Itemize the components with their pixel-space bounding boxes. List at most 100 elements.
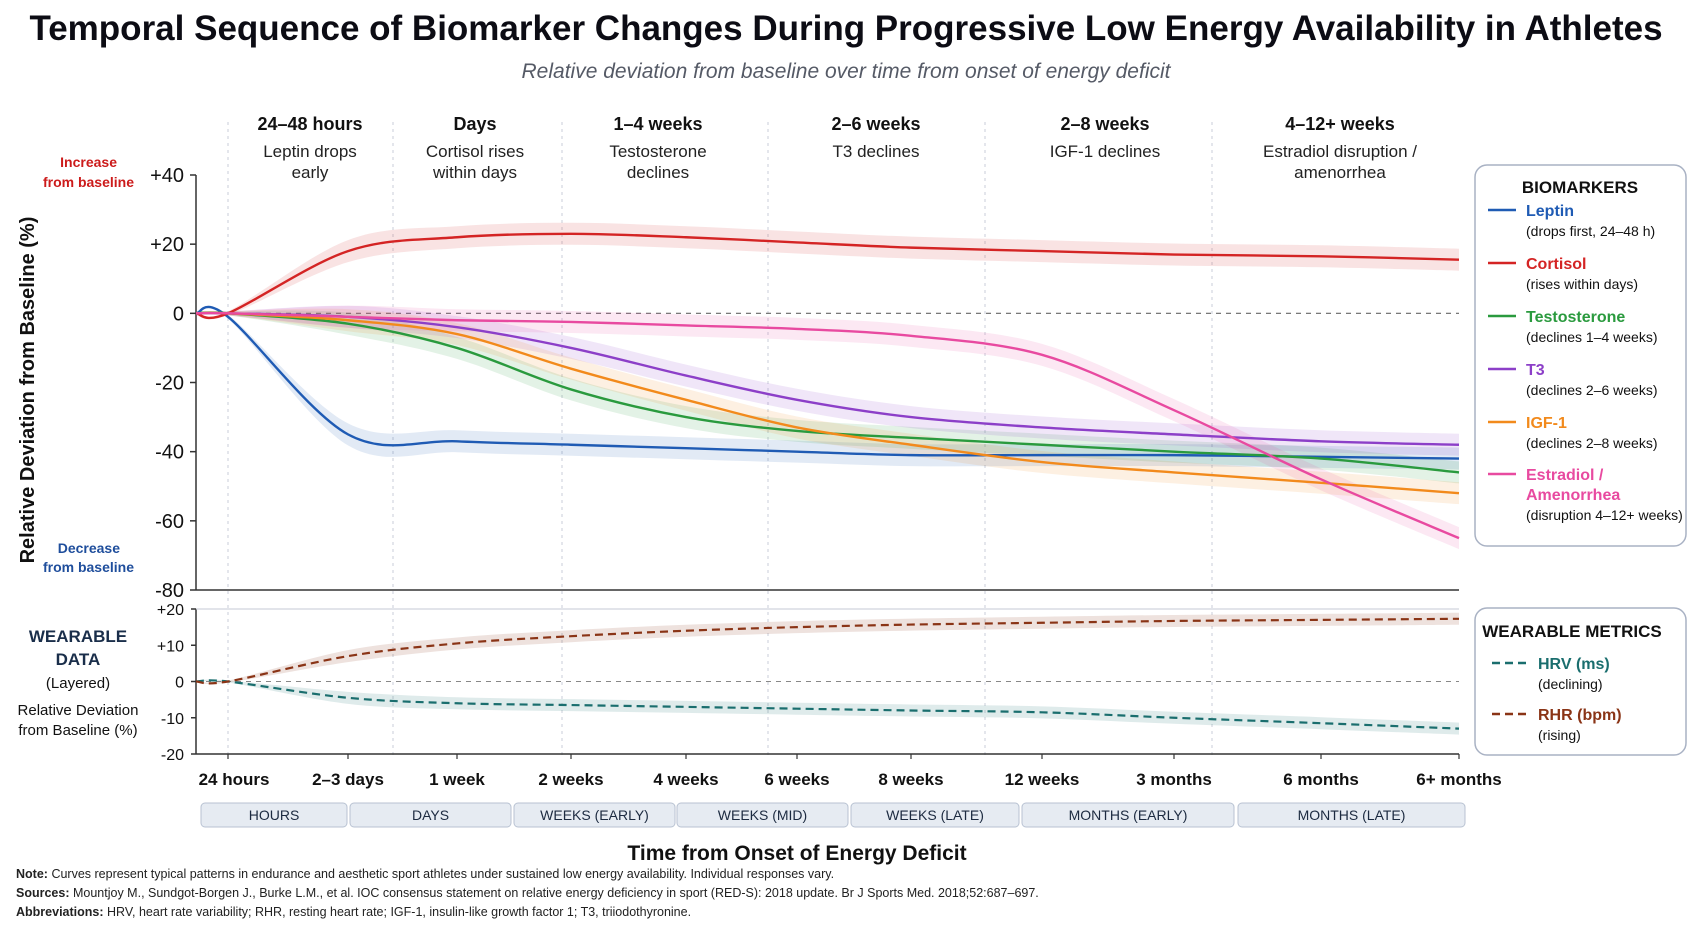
phase-desc: Estradiol disruption / bbox=[1263, 142, 1417, 161]
series-band bbox=[196, 305, 1459, 456]
note-label: Note: bbox=[16, 867, 48, 881]
series-band bbox=[196, 305, 1459, 470]
time-category-label: WEEKS (EARLY) bbox=[540, 807, 649, 823]
time-category-label: MONTHS (EARLY) bbox=[1069, 807, 1188, 823]
wear-series-line bbox=[195, 679, 1460, 730]
abbr-text: HRV, heart rate variability; RHR, restin… bbox=[107, 905, 692, 919]
note-text: Curves represent typical patterns in end… bbox=[51, 867, 835, 881]
series-line bbox=[195, 305, 1460, 460]
x-tick-label: 12 weeks bbox=[1005, 770, 1080, 789]
abbr-label: Abbreviations: bbox=[16, 905, 104, 919]
legend-item-name: Amenorrhea bbox=[1526, 487, 1620, 504]
phase-heading: 24–48 hours bbox=[257, 114, 362, 134]
y-axis-title: Relative Deviation from Baseline (%) bbox=[17, 217, 39, 564]
phase-desc: Testosterone bbox=[609, 142, 706, 161]
wear-y-tick-label: +10 bbox=[157, 638, 184, 655]
chart-title: Temporal Sequence of Biomarker Changes D… bbox=[29, 9, 1662, 48]
y-tick-label: -80 bbox=[155, 580, 184, 602]
phase-divider-lines bbox=[227, 122, 1213, 755]
phase-desc: early bbox=[292, 163, 329, 182]
increase-annotation: Increase bbox=[60, 154, 117, 170]
time-category-box bbox=[349, 802, 512, 828]
chart-subtitle: Relative deviation from baseline over ti… bbox=[522, 60, 1172, 83]
time-category-box bbox=[1021, 802, 1235, 828]
y-tick-label: +40 bbox=[150, 165, 184, 187]
wear-y-tick-label: +20 bbox=[157, 602, 184, 619]
y-tick-label: 0 bbox=[173, 303, 184, 325]
legend-item-name: Testosterone bbox=[1526, 309, 1625, 326]
series-line bbox=[195, 311, 1460, 495]
time-category-box bbox=[1237, 802, 1466, 828]
time-category-box bbox=[850, 802, 1020, 828]
phase-heading: 4–12+ weeks bbox=[1285, 114, 1395, 134]
wearable-label: WEARABLE DATA (Layered) Relative Deviati… bbox=[18, 627, 139, 739]
series-line bbox=[195, 311, 1460, 540]
x-axis-title: Time from Onset of Energy Deficit bbox=[627, 842, 966, 865]
wear-y-tick-label: 0 bbox=[175, 675, 184, 692]
time-category-box bbox=[200, 802, 348, 828]
y-tick-label: -20 bbox=[155, 373, 184, 395]
wear-series-band bbox=[196, 612, 1459, 685]
y-tick-label: -40 bbox=[155, 442, 184, 464]
wearable-label-line: from Baseline (%) bbox=[18, 722, 137, 739]
wear-y-tick-label: -10 bbox=[161, 711, 184, 728]
increase-annotation: from baseline bbox=[43, 174, 134, 190]
series-line bbox=[195, 232, 1460, 320]
series-line bbox=[195, 311, 1460, 474]
x-tick-label: 6+ months bbox=[1416, 770, 1502, 789]
wear-legend-item-name: RHR (bpm) bbox=[1538, 707, 1622, 724]
phase-desc: Cortisol rises bbox=[426, 142, 524, 161]
wear-legend-item-desc: (declining) bbox=[1538, 676, 1603, 692]
x-tick-label: 6 months bbox=[1283, 770, 1359, 789]
legend-item-desc: (declines 2–6 weeks) bbox=[1526, 382, 1658, 398]
time-category-label: HOURS bbox=[249, 807, 300, 823]
wear-y-tick-label: -20 bbox=[161, 747, 184, 764]
x-tick-labels: 24 hours 2–3 days 1 week 2 weeks 4 weeks 6 we… bbox=[199, 754, 1502, 789]
x-tick-label: 8 weeks bbox=[878, 770, 943, 789]
wearable-legend-title: WEARABLE METRICS bbox=[1482, 622, 1661, 641]
wearable-label-line: Relative Deviation bbox=[18, 702, 139, 719]
legend-item-name: Estradiol / bbox=[1526, 467, 1604, 484]
x-tick-label: 24 hours bbox=[199, 770, 270, 789]
series-band bbox=[196, 308, 1459, 505]
x-tick-label: 1 week bbox=[429, 770, 485, 789]
legend-item-name: T3 bbox=[1526, 362, 1545, 379]
time-category-label: WEEKS (LATE) bbox=[886, 807, 984, 823]
series-band bbox=[196, 305, 1459, 550]
phase-heading: 2–6 weeks bbox=[831, 114, 920, 134]
biomarker-legend: BIOMARKERS Leptin (drops first, 24–48 h) C… bbox=[1474, 164, 1687, 547]
series-band bbox=[196, 310, 1459, 484]
wearable-label-line: DATA bbox=[56, 650, 101, 669]
wear-legend-item-name: HRV (ms) bbox=[1538, 656, 1610, 673]
x-tick-label: 6 weeks bbox=[764, 770, 829, 789]
y-tick-label: +20 bbox=[150, 234, 184, 256]
biomarker-panel: +40 +20 0 -20 -40 -60 -80 bbox=[150, 165, 1460, 602]
footnote-note: Note: Curves represent typical patterns … bbox=[16, 867, 834, 881]
time-category-box bbox=[676, 802, 849, 828]
decrease-annotation: Decrease bbox=[58, 540, 120, 556]
phase-desc: T3 declines bbox=[833, 142, 920, 161]
time-category-bar: HOURS DAYS WEEKS (EARLY) WEEKS (MID) WEEKS (… bbox=[200, 802, 1466, 828]
x-tick-label: 3 months bbox=[1136, 770, 1212, 789]
phase-heading: 2–8 weeks bbox=[1060, 114, 1149, 134]
legend-item-desc: (declines 1–4 weeks) bbox=[1526, 329, 1658, 345]
legend-item-desc: (drops first, 24–48 h) bbox=[1526, 223, 1655, 239]
phase-desc: declines bbox=[627, 163, 689, 182]
legend-item-name: Leptin bbox=[1526, 203, 1574, 220]
decrease-annotation: from baseline bbox=[43, 559, 134, 575]
y-tick-label: -60 bbox=[155, 511, 184, 533]
time-category-label: DAYS bbox=[412, 807, 449, 823]
x-tick-label: 4 weeks bbox=[653, 770, 718, 789]
wearable-legend: WEARABLE METRICS HRV (ms) (declining) RHR … bbox=[1474, 607, 1687, 756]
footnote-abbreviations: Abbreviations: HRV, heart rate variabili… bbox=[16, 905, 691, 919]
sources-text: Mountjoy M., Sundgot-Borgen J., Burke L.… bbox=[72, 886, 1039, 900]
wear-legend-item-desc: (rising) bbox=[1538, 727, 1581, 743]
legend-item-desc: (rises within days) bbox=[1526, 276, 1638, 292]
legend-item-desc: (disruption 4–12+ weeks) bbox=[1526, 507, 1683, 523]
sources-label: Sources: bbox=[16, 886, 70, 900]
phase-heading: 1–4 weeks bbox=[613, 114, 702, 134]
footnote-sources: Sources: Mountjoy M., Sundgot-Borgen J.,… bbox=[16, 886, 1039, 900]
legend-item-name: Cortisol bbox=[1526, 256, 1586, 273]
legend-item-name: IGF-1 bbox=[1526, 415, 1567, 432]
